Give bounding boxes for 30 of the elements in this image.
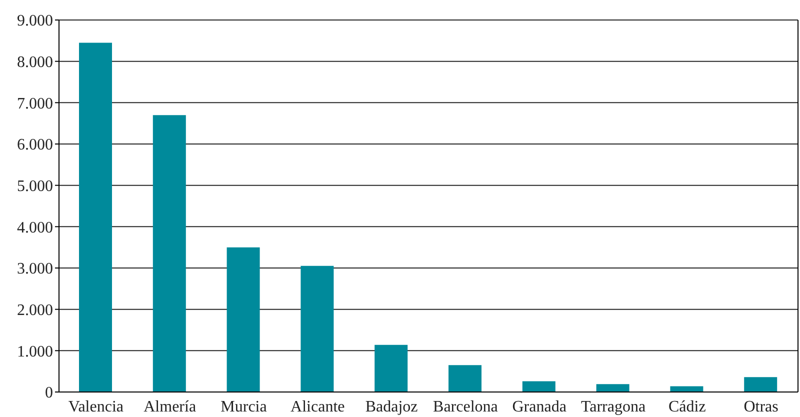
bar bbox=[596, 384, 630, 392]
x-tick-label: Alicante bbox=[290, 398, 345, 416]
x-tick-label: Badajoz bbox=[365, 398, 418, 416]
bar bbox=[79, 42, 112, 392]
y-tick-label: 6.000 bbox=[17, 136, 53, 154]
y-tick-label: 5.000 bbox=[17, 178, 53, 196]
bar bbox=[374, 344, 408, 392]
y-tick-label: 9.000 bbox=[17, 12, 53, 30]
x-tick-label: Barcelona bbox=[433, 398, 498, 416]
x-tick-label: Valencia bbox=[68, 398, 124, 416]
bar bbox=[448, 365, 482, 392]
y-tick-label: 7.000 bbox=[17, 95, 53, 112]
x-tick-label: Murcia bbox=[220, 398, 267, 416]
bar bbox=[300, 266, 334, 392]
y-tick-label: 8.000 bbox=[17, 54, 53, 72]
x-tick-label: Granada bbox=[512, 398, 566, 416]
x-tick-label: Otras bbox=[744, 398, 778, 416]
bar bbox=[522, 381, 556, 392]
x-tick-label: Tarragona bbox=[580, 398, 646, 416]
y-tick-label: 1.000 bbox=[17, 343, 53, 360]
y-tick-label: 4.000 bbox=[17, 219, 53, 236]
y-tick-label: 0 bbox=[45, 384, 53, 402]
y-tick-label: 2.000 bbox=[17, 302, 53, 320]
bar bbox=[670, 386, 704, 392]
bar bbox=[152, 115, 186, 392]
x-tick-label: Almería bbox=[144, 398, 196, 416]
bar bbox=[744, 377, 778, 392]
bar bbox=[226, 247, 260, 392]
x-tick-label: Cádiz bbox=[668, 398, 706, 416]
y-tick-label: 3.000 bbox=[17, 260, 53, 278]
